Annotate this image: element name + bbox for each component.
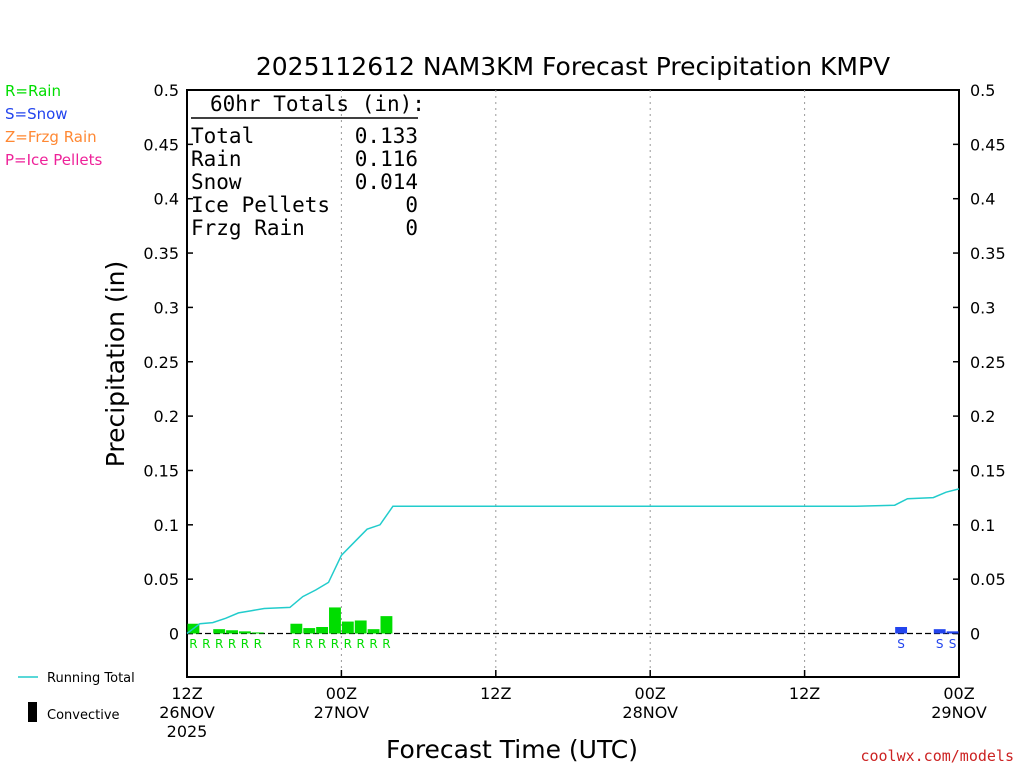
- ptype-legend-item: R=Rain: [5, 82, 61, 100]
- x-tick-label: 12Z: [171, 684, 202, 703]
- site-credit: coolwx.com/models: [860, 747, 1014, 765]
- y-tick-label-left: 0: [169, 625, 179, 644]
- y-tick-label-left: 0.4: [154, 190, 179, 209]
- precip-type-letter: R: [344, 637, 352, 651]
- precip-type-letter: S: [949, 637, 957, 651]
- plot-frame: [186, 89, 960, 678]
- y-tick-label-right: 0.05: [970, 570, 1006, 589]
- y-tick-label-right: 0: [970, 625, 980, 644]
- y-axis-left: 0 0.05 0.1 0.15 0.2 0.25 0.3 0.35 0.4 0.45 0.5: [143, 81, 193, 644]
- precip-type-letter: R: [292, 637, 300, 651]
- precip-type-letter: R: [228, 637, 236, 651]
- totals-row-value: 0: [405, 216, 418, 240]
- precip-type-letter: R: [382, 637, 390, 651]
- convective-key-label: Convective: [47, 708, 120, 723]
- totals-row-value: 0: [405, 193, 418, 217]
- precip-type-letter: R: [305, 637, 313, 651]
- y-tick-label-right: 0.1: [970, 516, 995, 535]
- chart-title: 2025112612 NAM3KM Forecast Precipitation…: [256, 52, 890, 81]
- precip-bar: [895, 626, 908, 634]
- totals-row-label: Snow: [191, 170, 242, 194]
- totals-row-value: 0.014: [355, 170, 418, 194]
- precip-bar: [213, 629, 226, 634]
- precip-type-letter: R: [318, 637, 326, 651]
- precip-bar: [946, 631, 959, 634]
- totals-row-label: Rain: [191, 147, 242, 171]
- y-tick-label-right: 0.4: [970, 190, 995, 209]
- ptype-legend-item: S=Snow: [5, 105, 68, 123]
- precip-bar: [354, 620, 367, 634]
- y-tick-label-right: 0.25: [970, 353, 1006, 372]
- ptype-legend: R=Rain S=Snow Z=Frzg Rain P=Ice Pellets: [5, 82, 102, 169]
- running-total-key-label: Running Total: [47, 671, 135, 686]
- x-tick-label: 12Z: [480, 684, 511, 703]
- totals-row-value: 0.133: [355, 124, 418, 148]
- precip-type-letter: R: [331, 637, 339, 651]
- totals-row-value: 0.116: [355, 147, 418, 171]
- totals-header: 60hr Totals (in):: [210, 92, 425, 116]
- precip-bar: [251, 632, 264, 634]
- y-tick-label-right: 0.45: [970, 135, 1006, 154]
- y-tick-label-right: 0.15: [970, 461, 1006, 480]
- precip-bar: [380, 616, 393, 634]
- x-tick-label: 2025: [167, 722, 208, 741]
- x-axis-title: Forecast Time (UTC): [386, 735, 638, 764]
- y-tick-label-left: 0.45: [143, 135, 179, 154]
- precip-bar: [329, 607, 341, 634]
- x-tick-label: 00Z: [943, 684, 974, 703]
- precip-bars: [187, 607, 959, 634]
- y-axis-title: Precipitation (in): [101, 261, 130, 468]
- precip-type-letter: R: [357, 637, 365, 651]
- y-tick-label-left: 0.05: [143, 570, 179, 589]
- precip-bar: [226, 630, 238, 634]
- totals-row-label: Ice Pellets: [191, 193, 330, 217]
- y-tick-label-left: 0.15: [143, 461, 179, 480]
- y-tick-label-right: 0.3: [970, 298, 995, 317]
- precip-type-letter: R: [369, 637, 377, 651]
- y-tick-label-left: 0.1: [154, 516, 179, 535]
- x-tick-label: 29NOV: [931, 703, 987, 722]
- x-tick-label: 26NOV: [159, 703, 215, 722]
- precip-bar: [303, 628, 316, 634]
- y-tick-label-left: 0.25: [143, 353, 179, 372]
- totals-box: 60hr Totals (in): Total 0.133 Rain 0.116 Sno…: [191, 92, 425, 240]
- precip-type-letter: R: [241, 637, 249, 651]
- convective-key-swatch: [28, 702, 37, 722]
- precip-type-letter: R: [254, 637, 262, 651]
- y-tick-label-right: 0.35: [970, 244, 1006, 263]
- totals-row-label: Total: [191, 124, 254, 148]
- precip-type-letter: S: [936, 637, 944, 651]
- x-tick-label: 00Z: [326, 684, 357, 703]
- x-tick-label: 28NOV: [622, 703, 678, 722]
- y-tick-label-left: 0.2: [154, 407, 179, 426]
- precip-type-letter: R: [189, 637, 197, 651]
- x-tick-label: 00Z: [635, 684, 666, 703]
- y-tick-label-left: 0.35: [143, 244, 179, 263]
- x-tick-label: 12Z: [789, 684, 820, 703]
- precip-bar: [341, 621, 354, 634]
- ptype-legend-item: P=Ice Pellets: [5, 151, 102, 169]
- precip-bar: [367, 629, 380, 634]
- totals-row-label: Frzg Rain: [191, 216, 305, 240]
- precip-bar: [290, 623, 303, 634]
- y-axis-right: 0 0.05 0.1 0.15 0.2 0.25 0.3 0.35 0.4 0.45 0.5: [953, 81, 1006, 644]
- x-tick-label: 27NOV: [314, 703, 370, 722]
- y-tick-label-left: 0.3: [154, 298, 179, 317]
- ptype-legend-item: Z=Frzg Rain: [5, 128, 97, 146]
- running-total-line: [186, 488, 960, 635]
- y-tick-label-right: 0.2: [970, 407, 995, 426]
- totals-rows: Total 0.133 Rain 0.116 Snow 0.014 Ice Pellets 0…: [191, 124, 418, 240]
- y-tick-label-right: 0.5: [970, 81, 995, 100]
- precip-bar: [316, 626, 329, 634]
- grid-lines: [340, 90, 806, 677]
- y-tick-label-left: 0.5: [154, 81, 179, 100]
- precip-type-letter: S: [897, 637, 905, 651]
- precip-type-letter: R: [215, 637, 223, 651]
- precip-bar: [933, 629, 946, 634]
- precip-type-letter: R: [202, 637, 210, 651]
- precip-bar: [238, 631, 251, 634]
